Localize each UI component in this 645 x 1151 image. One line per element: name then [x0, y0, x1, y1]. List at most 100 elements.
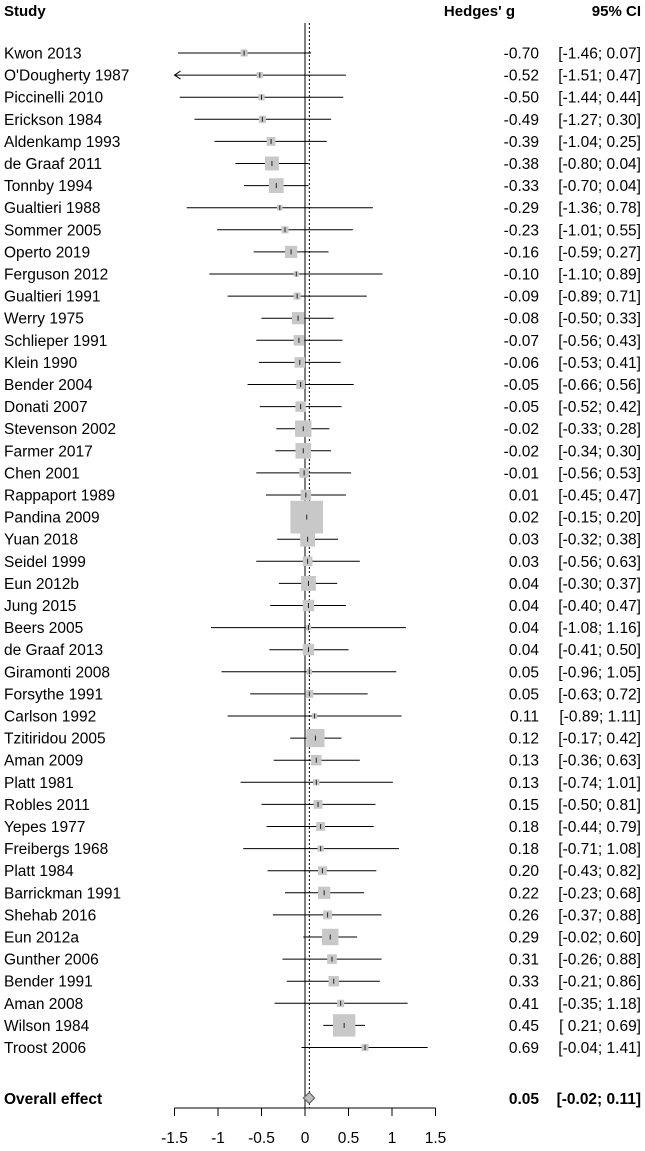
study-ci-value: [-0.30; 0.37] [558, 576, 641, 593]
study-effect-value: -0.02 [504, 443, 539, 460]
study-effect-value: -0.07 [504, 333, 539, 350]
study-effect-value: 0.04 [509, 576, 540, 593]
study-ci-value: [-0.15; 0.20] [558, 510, 641, 527]
effect-column-header: Hedges' g [444, 3, 515, 20]
x-tick-label: 0.5 [338, 1130, 360, 1147]
x-tick-label: 0 [301, 1130, 310, 1147]
study-label: Beers 2005 [4, 620, 83, 637]
study-ci-value: [-0.34; 0.30] [558, 443, 641, 460]
study-row: Klein 1990 -0.06 [-0.53; 0.41] [4, 355, 641, 372]
study-label: Operto 2019 [4, 244, 90, 261]
study-ci-value: [-0.44; 0.79] [558, 819, 641, 836]
study-ci-value: [-0.70; 0.04] [558, 178, 641, 195]
study-effect-value: 0.31 [509, 952, 539, 969]
study-effect-value: -0.10 [504, 267, 540, 284]
study-label: O'Dougherty 1987 [4, 68, 129, 85]
study-effect-value: -0.06 [504, 355, 539, 372]
study-ci-value: [-1.27; 0.30] [558, 112, 641, 129]
study-effect-value: -0.49 [504, 112, 539, 129]
study-effect-value: 0.22 [509, 885, 539, 902]
study-row: Robles 2011 0.15 [-0.50; 0.81] [4, 797, 641, 814]
study-effect-value: 0.15 [509, 797, 539, 814]
study-ci-value: [-1.51; 0.47] [558, 68, 641, 85]
study-label: Seidel 1999 [4, 554, 86, 571]
study-effect-value: -0.52 [504, 68, 539, 85]
study-label: Kwon 2013 [4, 46, 82, 63]
study-ci-value: [-0.59; 0.27] [558, 244, 641, 261]
study-label: Eun 2012b [4, 576, 79, 593]
study-ci-value: [-0.40; 0.47] [558, 598, 641, 615]
study-ci-value: [-0.35; 1.18] [558, 996, 641, 1013]
study-row: Ferguson 2012 -0.10 [-1.10; 0.89] [4, 267, 641, 284]
study-row: Tonnby 1994 -0.33 [-0.70; 0.04] [4, 178, 641, 195]
study-ci-value: [-0.53; 0.41] [558, 355, 641, 372]
overall-effect-value: 0.05 [509, 1091, 540, 1108]
study-effect-value: 0.11 [510, 709, 539, 726]
study-label: Robles 2011 [4, 797, 90, 814]
study-ci-value: [-1.46; 0.07] [558, 46, 641, 63]
study-effect-value: -0.29 [504, 200, 539, 217]
study-label: Chen 2001 [4, 465, 80, 482]
header-row: Study Hedges' g 95% CI [4, 3, 641, 20]
study-ci-value: [-0.96; 1.05] [558, 664, 641, 681]
study-row: Bender 2004 -0.05 [-0.66; 0.56] [4, 377, 641, 394]
study-effect-value: 0.29 [509, 930, 539, 947]
study-label: Forsythe 1991 [4, 686, 103, 703]
study-ci-value: [-0.17; 0.42] [558, 731, 641, 748]
study-effect-value: 0.04 [509, 620, 540, 637]
study-effect-value: 0.01 [509, 488, 539, 505]
study-label: Carlson 1992 [4, 709, 96, 726]
ci-clip-arrow [173, 70, 181, 80]
study-ci-value: [-0.45; 0.47] [558, 488, 641, 505]
study-label: Klein 1990 [4, 355, 78, 372]
study-ci-value: [-1.10; 0.89] [558, 267, 641, 284]
study-ci-value: [-0.02; 0.60] [558, 930, 641, 947]
study-row: Bender 1991 0.33 [-0.21; 0.86] [4, 974, 641, 991]
study-row: de Graaf 2013 0.04 [-0.41; 0.50] [4, 642, 641, 659]
study-ci-value: [-0.41; 0.50] [558, 642, 641, 659]
study-label: Wilson 1984 [4, 1018, 90, 1035]
study-ci-value: [ 0.21; 0.69] [559, 1018, 641, 1035]
study-row: Aldenkamp 1993 -0.39 [-1.04; 0.25] [4, 134, 641, 151]
study-effect-value: -0.39 [504, 134, 539, 151]
study-label: Piccinelli 2010 [4, 90, 103, 107]
study-row: Gualtieri 1991 -0.09 [-0.89; 0.71] [4, 289, 641, 306]
study-ci-value: [-0.89; 0.71] [558, 289, 641, 306]
study-ci-value: [-0.32; 0.38] [558, 532, 641, 549]
study-label: Shehab 2016 [4, 907, 96, 924]
study-row: Yepes 1977 0.18 [-0.44; 0.79] [4, 819, 641, 836]
study-label: Gualtieri 1991 [4, 289, 101, 306]
study-ci-value: [-0.37; 0.88] [558, 907, 641, 924]
study-ci-value: [-0.56; 0.63] [558, 554, 641, 571]
study-row: Troost 2006 0.69 [-0.04; 1.41] [4, 1040, 641, 1057]
study-row: Werry 1975 -0.08 [-0.50; 0.33] [4, 311, 641, 328]
overall-row: Overall effect 0.05 [-0.02; 0.11] [4, 1091, 641, 1108]
study-ci-value: [-1.04; 0.25] [558, 134, 641, 151]
study-ci-value: [-1.01; 0.55] [558, 222, 641, 239]
study-row: Carlson 1992 0.11 [-0.89; 1.11] [4, 709, 641, 726]
study-effect-value: -0.70 [504, 46, 540, 63]
study-effect-value: -0.05 [504, 377, 539, 394]
study-row: Shehab 2016 0.26 [-0.37; 0.88] [4, 907, 641, 924]
study-row: Wilson 1984 0.45 [ 0.21; 0.69] [4, 1014, 641, 1037]
overall-diamond [302, 1091, 316, 1105]
study-label: Werry 1975 [4, 311, 84, 328]
study-label: Troost 2006 [4, 1040, 86, 1057]
overall-ci-value: [-0.02; 0.11] [557, 1091, 641, 1108]
study-row: O'Dougherty 1987 -0.52 [-1.51; 0.47] [4, 68, 641, 85]
study-row: Platt 1981 0.13 [-0.74; 1.01] [4, 775, 641, 792]
study-effect-value: 0.45 [509, 1018, 539, 1035]
study-effect-value: 0.03 [509, 554, 539, 571]
study-label: de Graaf 2011 [4, 156, 102, 173]
study-row: Farmer 2017 -0.02 [-0.34; 0.30] [4, 443, 641, 460]
study-label: Yuan 2018 [4, 532, 78, 549]
study-label: Bender 1991 [4, 974, 93, 991]
study-row: Eun 2012a 0.29 [-0.02; 0.60] [4, 928, 641, 947]
study-row: Operto 2019 -0.16 [-0.59; 0.27] [4, 244, 641, 261]
study-label: Rappaport 1989 [4, 488, 115, 505]
study-label: de Graaf 2013 [4, 642, 103, 659]
study-row: Seidel 1999 0.03 [-0.56; 0.63] [4, 554, 641, 571]
study-ci-value: [-0.23; 0.68] [558, 885, 641, 902]
study-row: Donati 2007 -0.05 [-0.52; 0.42] [4, 399, 641, 416]
